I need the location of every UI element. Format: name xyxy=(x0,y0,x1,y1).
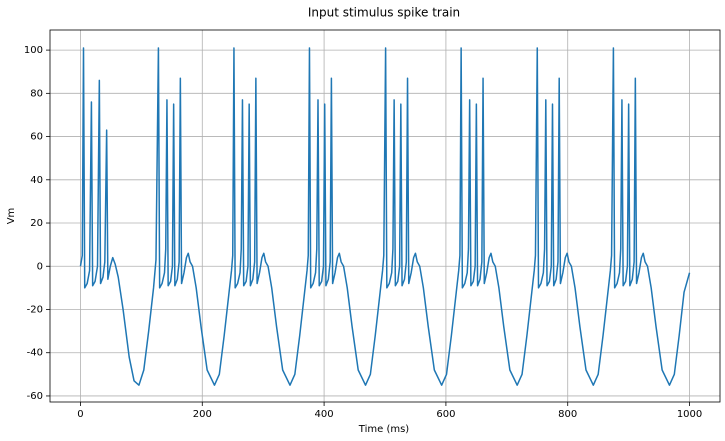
line-series xyxy=(79,47,691,386)
y-tick-label: 40 xyxy=(30,175,43,186)
x-tick-label: 200 xyxy=(193,409,212,420)
y-tick-label: 80 xyxy=(30,88,43,99)
x-tick-label: 800 xyxy=(558,409,577,420)
y-tick-label: -20 xyxy=(27,304,43,315)
x-tick-label: 600 xyxy=(436,409,455,420)
y-tick-label: 100 xyxy=(24,45,43,56)
x-tick-label: 0 xyxy=(77,409,83,420)
x-axis-label: Time (ms) xyxy=(358,424,410,435)
x-tick-label: 1000 xyxy=(677,409,702,420)
y-axis-label: Vm xyxy=(6,208,17,225)
y-tick-label: 0 xyxy=(37,261,43,272)
y-tick-label: 20 xyxy=(30,218,43,229)
y-tick-label: -60 xyxy=(27,391,43,402)
plot-frame xyxy=(49,29,721,403)
y-tick-label: -40 xyxy=(27,348,43,359)
chart-title: Input stimulus spike train xyxy=(308,6,460,20)
x-tick-label: 400 xyxy=(315,409,334,420)
y-tick-label: 60 xyxy=(30,132,43,143)
